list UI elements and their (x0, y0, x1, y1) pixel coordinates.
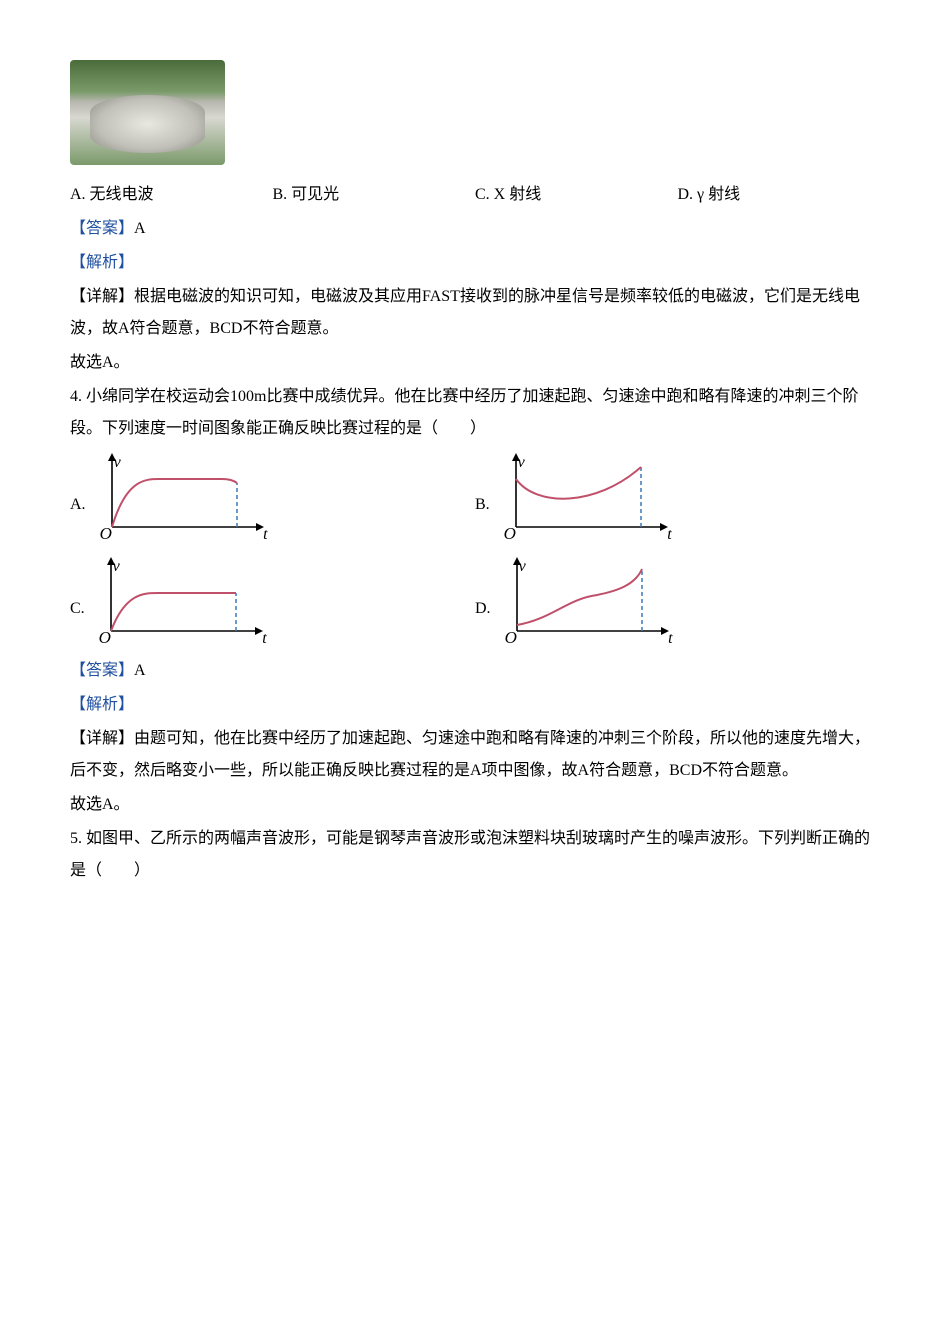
q4-graph-cell-d[interactable]: D. v O t (475, 553, 880, 653)
q3-option-b[interactable]: B. 可见光 (273, 179, 476, 211)
axis-o: O (505, 621, 517, 655)
q4-detail: 【详解】由题可知，他在比赛中经历了加速起跑、匀速途中跑和略有降速的冲刺三个阶段，… (70, 723, 880, 787)
axis-t: t (262, 623, 266, 655)
q4-graph-row-2: C. v O t D. v (70, 553, 880, 653)
q4-opt-label-a: A. (70, 489, 86, 521)
q3-figure-image (70, 60, 225, 165)
q4-conclusion: 故选A。 (70, 789, 880, 821)
axis-t: t (263, 519, 267, 551)
q4-stem: 4. 小绵同学在校运动会100m比赛中成绩优异。他在比赛中经历了加速起跑、匀速途… (70, 381, 880, 445)
q4-graph-cell-b[interactable]: B. v O t (475, 449, 880, 549)
q4-analysis-label: 【解析】 (70, 696, 134, 713)
q4-answer-line: 【答案】A (70, 655, 880, 687)
q4-opt-label-d: D. (475, 593, 491, 625)
q3-analysis-line: 【解析】 (70, 247, 880, 279)
q3-analysis-label: 【解析】 (70, 254, 134, 271)
axis-v: v (519, 551, 526, 583)
q3-answer-label: 【答案】 (70, 220, 134, 237)
q3-answer-value: A (134, 220, 146, 237)
q5-stem: 5. 如图甲、乙所示的两幅声音波形，可能是钢琴声音波形或泡沫塑料块刮玻璃时产生的… (70, 823, 880, 887)
axis-v: v (518, 447, 525, 479)
axis-o: O (504, 517, 516, 551)
q3-options-row: A. 无线电波 B. 可见光 C. X 射线 D. γ 射线 (70, 179, 880, 211)
axis-v: v (114, 447, 121, 479)
q4-graph-a: v O t (92, 449, 272, 549)
q4-graph-row-1: A. v O t B. v (70, 449, 880, 549)
q3-answer-line: 【答案】A (70, 213, 880, 245)
q4-answer-label: 【答案】 (70, 662, 134, 679)
q4-graph-b: v O t (496, 449, 676, 549)
axis-v: v (113, 551, 120, 583)
q4-graph-c: v O t (91, 553, 271, 653)
q4-opt-label-c: C. (70, 593, 85, 625)
q4-graph-d: v O t (497, 553, 677, 653)
axis-o: O (99, 621, 111, 655)
q4-answer-value: A (134, 662, 146, 679)
q3-conclusion: 故选A。 (70, 347, 880, 379)
q3-option-c[interactable]: C. X 射线 (475, 179, 678, 211)
q3-option-a[interactable]: A. 无线电波 (70, 179, 273, 211)
q4-opt-label-b: B. (475, 489, 490, 521)
axis-t: t (667, 519, 671, 551)
q3-option-d[interactable]: D. γ 射线 (678, 179, 881, 211)
q4-graph-cell-c[interactable]: C. v O t (70, 553, 475, 653)
axis-t: t (668, 623, 672, 655)
q3-detail: 【详解】根据电磁波的知识可知，电磁波及其应用FAST接收到的脉冲星信号是频率较低… (70, 281, 880, 345)
q4-analysis-line: 【解析】 (70, 689, 880, 721)
q4-graph-cell-a[interactable]: A. v O t (70, 449, 475, 549)
axis-o: O (100, 517, 112, 551)
